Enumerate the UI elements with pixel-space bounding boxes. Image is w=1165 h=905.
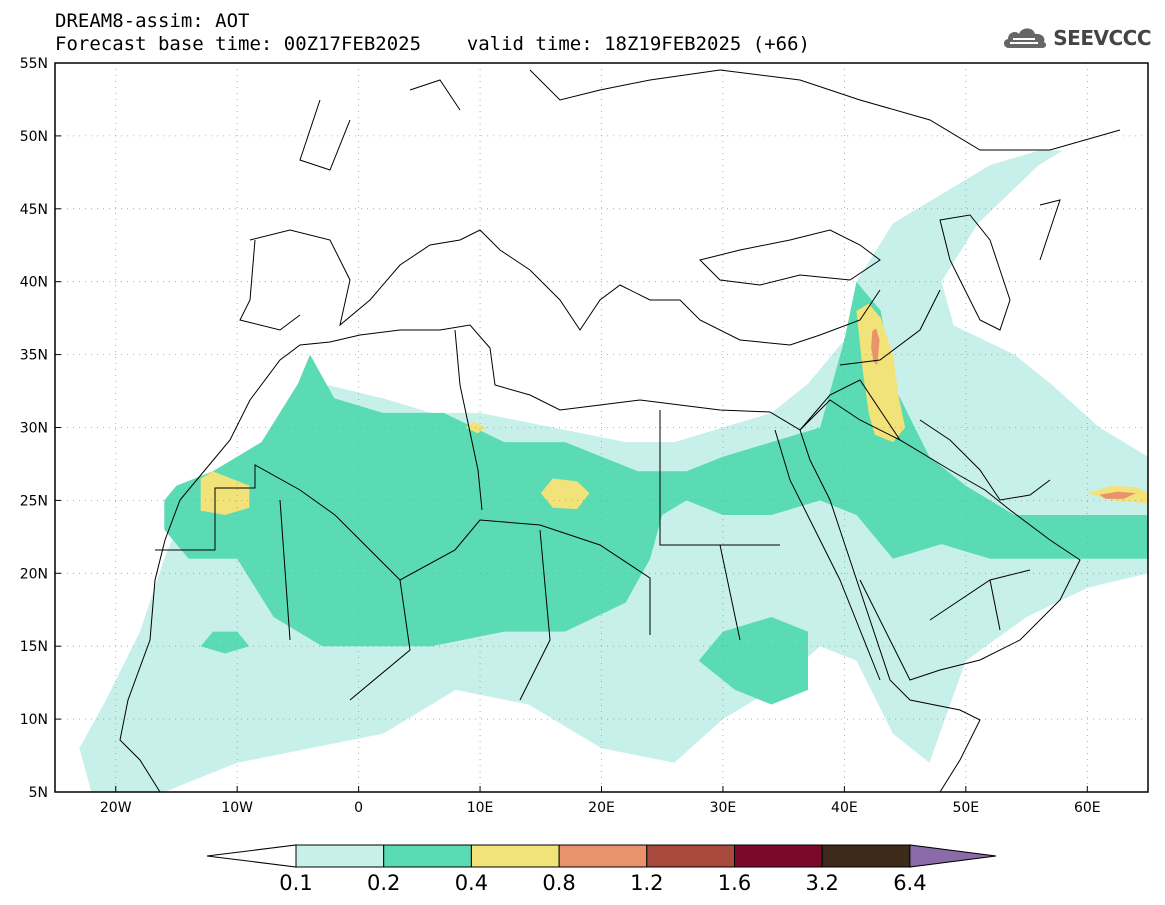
lon-label: 20E <box>588 800 615 816</box>
lon-label: 60E <box>1074 800 1101 816</box>
lon-label: 30E <box>710 800 737 816</box>
colorbar-segment <box>470 844 560 868</box>
aot-region-0p2-2 <box>200 631 250 654</box>
colorbar-label: 1.2 <box>630 871 663 895</box>
colorbar-over-triangle <box>909 844 997 868</box>
lon-label: 0 <box>354 800 363 816</box>
aot-region-0p2-1 <box>164 281 1148 647</box>
lat-label: 30N <box>20 421 48 437</box>
lat-label: 40N <box>20 275 48 291</box>
graticule <box>55 63 1148 792</box>
lat-label: 20N <box>20 566 48 582</box>
forecast-time-line: Forecast base time: 00Z17FEB2025 valid t… <box>55 33 810 55</box>
lon-label: 10W <box>221 800 253 816</box>
country-borders-middle-east <box>799 199 1061 631</box>
colorbar-label: 0.4 <box>455 871 488 895</box>
colorbar-segment <box>295 844 385 868</box>
aot-region-0p2-3 <box>698 617 808 705</box>
aot-region-0p8-10 <box>1099 491 1136 499</box>
plot-title: DREAM8-assim: AOT <box>55 10 250 32</box>
lon-label: 20W <box>100 800 132 816</box>
black-sea-coastline <box>699 229 881 286</box>
longitude-labels: 20W 10W 0 10E 20E 30E 40E 50E 60E <box>100 786 1101 816</box>
lon-label: 50E <box>952 800 979 816</box>
lat-label: 15N <box>20 639 48 655</box>
lat-label: 55N <box>20 56 48 72</box>
colorbar: 0.1 0.2 0.4 0.8 1.2 1.6 3.2 6.4 <box>206 844 997 895</box>
colorbar-segment <box>646 844 735 868</box>
arabia-coastline <box>799 399 1081 681</box>
colorbar-label: 3.2 <box>805 871 838 895</box>
lon-label: 40E <box>831 800 858 816</box>
northern-coastlines <box>239 69 1121 331</box>
colorbar-segment <box>383 844 472 868</box>
europe-coastline <box>249 229 881 346</box>
latitude-labels: 55N 50N 45N 40N 35N 30N 25N 20N 15N 10N 5N <box>20 56 61 801</box>
aot-region-0p4-5 <box>540 478 590 510</box>
lat-label: 35N <box>20 348 48 364</box>
colorbar-under-triangle <box>206 844 297 868</box>
lat-label: 5N <box>29 785 48 801</box>
colorbar-label: 0.8 <box>542 871 575 895</box>
caspian-coastline <box>939 214 1011 331</box>
lat-label: 10N <box>20 712 48 728</box>
persian-gulf-coastline <box>919 419 1051 501</box>
lat-label: 50N <box>20 129 48 145</box>
colorbar-label: 0.1 <box>279 871 312 895</box>
logo-text: SEEVCCC <box>1053 26 1151 50</box>
colorbar-label: 6.4 <box>893 871 926 895</box>
colorbar-label: 1.6 <box>718 871 751 895</box>
lon-label: 10E <box>467 800 494 816</box>
cloud-icon <box>1004 28 1047 48</box>
colorbar-label: 0.2 <box>367 871 400 895</box>
coastlines-and-borders <box>119 69 1121 792</box>
lat-label: 25N <box>20 493 48 509</box>
aot-region-0p4-7 <box>856 303 906 443</box>
africa-coastline <box>119 324 981 792</box>
colorbar-segment <box>734 844 823 868</box>
aot-region-0p4-4 <box>200 471 250 515</box>
seevccc-logo: SEEVCCC <box>1001 24 1151 52</box>
lat-label: 45N <box>20 202 48 218</box>
aot-region-0p8-9 <box>871 328 880 365</box>
red-sea-coastline <box>774 429 881 681</box>
aot-field <box>79 150 1148 792</box>
colorbar-segment <box>821 844 911 868</box>
colorbar-segment <box>558 844 648 868</box>
country-borders-africa <box>155 329 780 701</box>
